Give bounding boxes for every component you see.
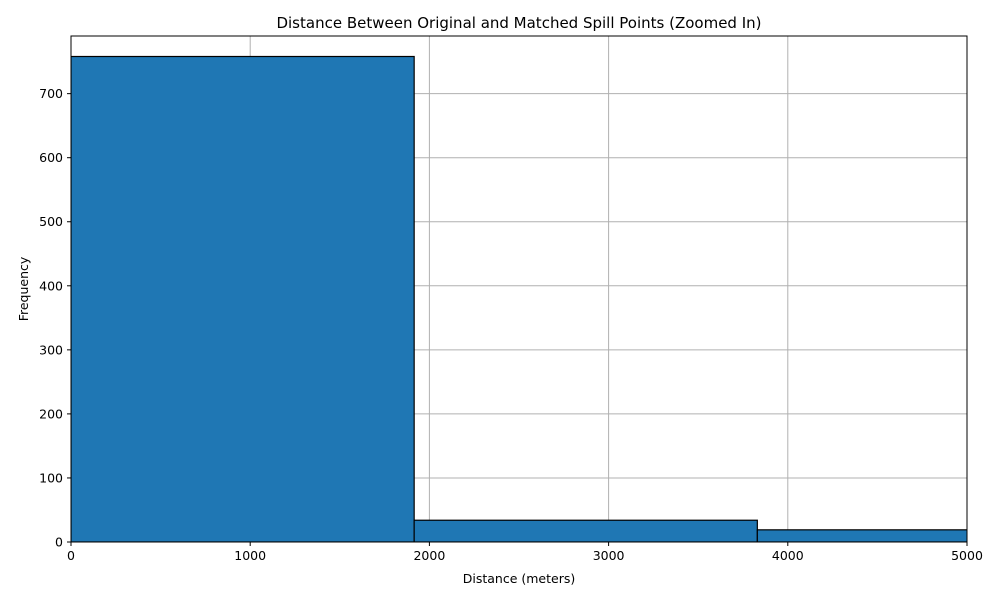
x-tick-label: 3000 [593, 548, 625, 563]
y-tick-label: 200 [39, 406, 63, 421]
y-tick-label: 300 [39, 342, 63, 357]
plot-frame [70, 35, 968, 543]
x-tick-label: 1000 [234, 548, 266, 563]
y-tick-label: 400 [39, 278, 63, 293]
y-tick-label: 600 [39, 150, 63, 165]
y-axis-label: Frequency [16, 256, 31, 321]
histogram-bar [413, 519, 758, 542]
x-tick-label: 0 [67, 548, 75, 563]
x-tick-label: 2000 [413, 548, 445, 563]
y-tick-label: 100 [39, 470, 63, 485]
y-tick-label: 500 [39, 214, 63, 229]
x-axis-label: Distance (meters) [463, 571, 576, 586]
y-tick-label: 700 [39, 86, 63, 101]
bars [71, 55, 967, 542]
y-tick-label: 0 [55, 535, 63, 550]
x-axis-ticks: 0 1000 2000 3000 4000 5000 [67, 542, 983, 563]
y-axis-ticks: 0 100 200 300 400 500 600 700 [39, 86, 71, 550]
x-tick-label: 5000 [951, 548, 983, 563]
x-tick-label: 4000 [772, 548, 804, 563]
histogram-bar [756, 529, 967, 542]
chart-title: Distance Between Original and Matched Sp… [276, 14, 761, 32]
histogram-bar [71, 55, 415, 542]
